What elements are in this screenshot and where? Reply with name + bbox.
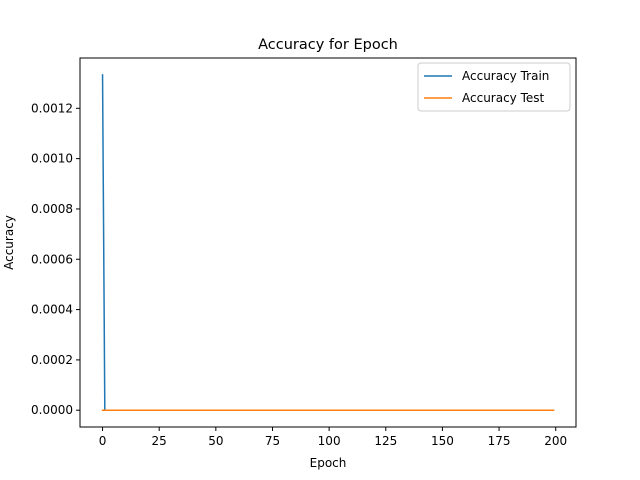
y-axis: 0.0000 0.0002 0.0004 0.0006 0.0008 0.0010 0.00…	[31, 101, 80, 417]
y-tick-label: 0.0000	[31, 403, 73, 417]
x-tick-label: 0	[99, 434, 107, 448]
legend: Accuracy Train Accuracy Test	[417, 62, 571, 112]
legend-box	[417, 62, 571, 112]
x-tick-label: 50	[208, 434, 223, 448]
axes-frame	[79, 57, 577, 428]
y-tick-label: 0.0012	[31, 101, 73, 115]
y-tick-label: 0.0004	[31, 303, 73, 317]
plot-area	[101, 74, 555, 411]
y-tick-label: 0.0010	[31, 152, 73, 166]
chart-title: Accuracy for Epoch	[258, 37, 398, 53]
y-tick-label: 0.0008	[31, 202, 73, 216]
x-axis: 0 25 50 75 100 125 150 175 200	[99, 427, 567, 448]
legend-label-0: Accuracy Train	[462, 69, 549, 83]
y-axis-label: Accuracy	[2, 215, 16, 270]
x-tick-label: 200	[544, 434, 567, 448]
x-tick-label: 125	[374, 434, 397, 448]
y-tick-label: 0.0002	[31, 353, 73, 367]
x-tick-label: 150	[431, 434, 454, 448]
x-axis-label: Epoch	[310, 456, 347, 470]
x-tick-label: 25	[152, 434, 167, 448]
x-tick-label: 100	[318, 434, 341, 448]
y-tick-label: 0.0006	[31, 252, 73, 266]
legend-label-1: Accuracy Test	[462, 91, 545, 105]
x-tick-label: 175	[488, 434, 511, 448]
x-tick-label: 75	[265, 434, 280, 448]
